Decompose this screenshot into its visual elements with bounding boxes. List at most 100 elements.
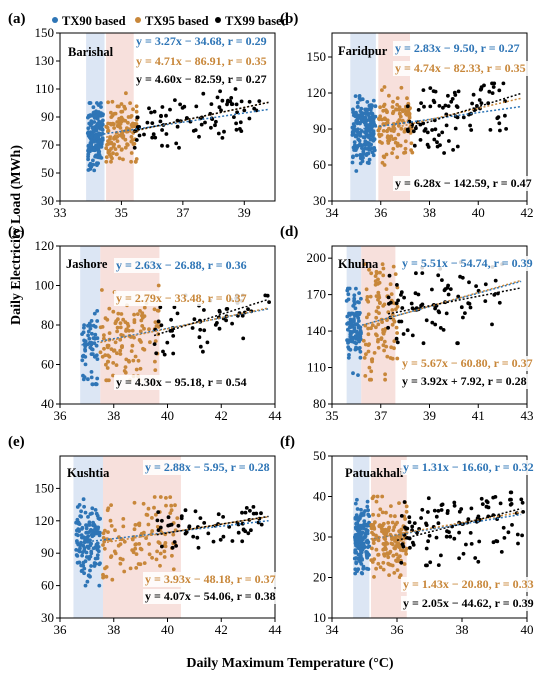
data-point bbox=[104, 159, 109, 164]
data-point bbox=[138, 366, 143, 371]
data-point bbox=[382, 339, 387, 344]
data-point bbox=[435, 140, 439, 145]
data-point bbox=[490, 91, 495, 95]
data-point bbox=[400, 306, 405, 310]
data-point bbox=[370, 530, 374, 535]
data-point bbox=[520, 500, 525, 505]
data-point bbox=[355, 507, 360, 511]
data-point bbox=[215, 95, 220, 100]
data-point bbox=[197, 335, 202, 340]
data-point bbox=[248, 508, 252, 513]
data-point bbox=[153, 320, 158, 324]
x-tick-label: 40 bbox=[161, 622, 174, 637]
data-point bbox=[439, 553, 443, 558]
data-point bbox=[112, 135, 116, 140]
data-point bbox=[138, 338, 143, 343]
data-point bbox=[86, 154, 90, 159]
data-point bbox=[380, 262, 385, 267]
data-point bbox=[456, 89, 461, 94]
data-point bbox=[353, 94, 358, 98]
data-point bbox=[120, 147, 124, 152]
data-point bbox=[479, 101, 484, 105]
data-point bbox=[169, 508, 174, 513]
data-point bbox=[508, 497, 512, 502]
data-point bbox=[372, 575, 376, 579]
data-point bbox=[225, 102, 229, 107]
data-point bbox=[365, 504, 370, 509]
data-point bbox=[351, 122, 356, 126]
data-point bbox=[353, 525, 358, 530]
data-point bbox=[119, 312, 124, 316]
y-tick-label: 50 bbox=[41, 165, 54, 180]
data-point bbox=[455, 115, 460, 120]
data-point bbox=[374, 566, 378, 571]
equation-tx90: y = 1.31x − 16.60, r = 0.32 bbox=[403, 460, 534, 474]
data-point bbox=[122, 369, 127, 373]
data-point bbox=[493, 278, 498, 283]
data-point bbox=[421, 88, 426, 92]
data-point bbox=[398, 534, 403, 539]
data-point bbox=[390, 542, 395, 547]
data-point bbox=[160, 128, 165, 132]
data-point bbox=[158, 305, 163, 310]
data-point bbox=[229, 96, 234, 100]
series-tx95 bbox=[101, 495, 180, 582]
data-point bbox=[109, 110, 113, 115]
data-point bbox=[391, 129, 396, 134]
data-point bbox=[118, 348, 123, 353]
data-point bbox=[240, 313, 245, 318]
data-point bbox=[357, 517, 362, 521]
data-point bbox=[388, 514, 393, 518]
data-point bbox=[363, 146, 367, 151]
data-point bbox=[446, 93, 450, 98]
data-point bbox=[168, 495, 173, 499]
data-point bbox=[81, 373, 85, 378]
data-point bbox=[155, 549, 160, 554]
data-point bbox=[113, 340, 118, 345]
data-point bbox=[393, 514, 397, 519]
data-point bbox=[380, 88, 384, 92]
data-point bbox=[122, 539, 127, 544]
data-point bbox=[106, 129, 110, 134]
legend-marker-tx90 bbox=[52, 17, 58, 23]
series-tx95 bbox=[104, 91, 139, 164]
data-point bbox=[108, 121, 113, 126]
data-point bbox=[86, 157, 90, 162]
data-point bbox=[347, 339, 352, 344]
data-point bbox=[436, 273, 441, 278]
data-point bbox=[402, 562, 407, 566]
legend-label-tx99: TX99 based bbox=[225, 14, 289, 28]
data-point bbox=[362, 119, 366, 123]
data-point bbox=[351, 319, 355, 324]
data-point bbox=[387, 138, 392, 143]
data-point bbox=[351, 371, 355, 376]
data-point bbox=[424, 563, 428, 568]
data-point bbox=[145, 513, 150, 517]
data-point bbox=[197, 134, 201, 139]
data-point bbox=[395, 356, 400, 361]
station-label: Faridpur bbox=[338, 44, 388, 58]
data-point bbox=[491, 540, 496, 545]
panel-letter: (c) bbox=[8, 224, 25, 240]
data-point bbox=[234, 127, 239, 132]
data-point bbox=[153, 135, 158, 140]
data-point bbox=[392, 319, 397, 324]
data-point bbox=[468, 123, 472, 128]
data-point bbox=[246, 307, 250, 311]
x-tick-label: 34 bbox=[326, 622, 340, 637]
data-point bbox=[74, 532, 79, 537]
data-point bbox=[89, 319, 94, 323]
data-point bbox=[354, 521, 359, 526]
data-point bbox=[119, 333, 124, 337]
data-point bbox=[414, 126, 418, 131]
data-point bbox=[156, 308, 161, 313]
x-tick-label: 38 bbox=[107, 622, 120, 637]
data-point bbox=[158, 495, 163, 499]
panel-letter: (b) bbox=[280, 11, 298, 27]
data-point bbox=[98, 126, 103, 131]
data-point bbox=[380, 494, 385, 499]
data-point bbox=[396, 298, 400, 303]
data-point bbox=[87, 132, 91, 137]
data-point bbox=[445, 511, 450, 515]
data-point bbox=[95, 376, 100, 381]
